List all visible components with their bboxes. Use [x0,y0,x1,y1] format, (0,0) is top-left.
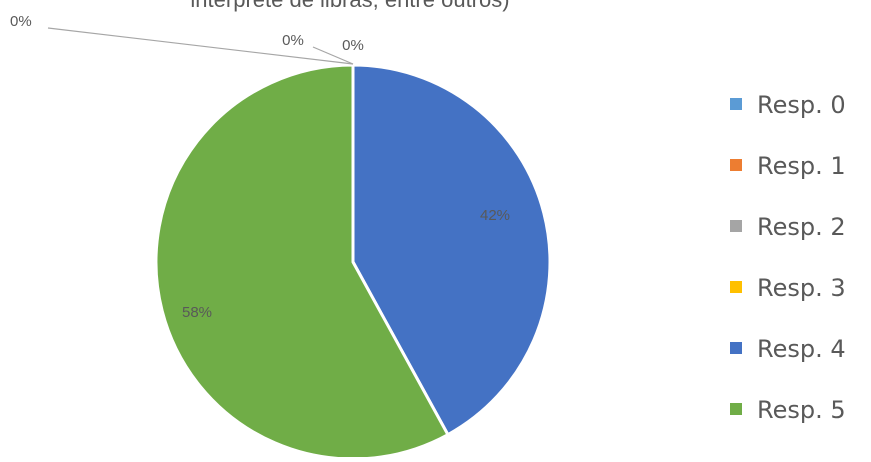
legend-swatch-4 [730,342,742,354]
legend-label-3: Resp. 3 [757,274,846,302]
legend-label-2: Resp. 2 [757,213,846,241]
legend-swatch-2 [730,220,742,232]
data-label-4: 42% [480,207,510,224]
data-label-0: 0% [10,13,32,30]
data-label-5: 58% [182,304,212,321]
legend-label-4: Resp. 4 [757,335,846,363]
legend-label-0: Resp. 0 [757,91,846,119]
chart-title: intérprete de libras, entre outros) [120,0,580,13]
leader-line-1 [312,46,354,65]
legend-label-5: Resp. 5 [757,396,846,424]
data-label-2: 0% [342,37,364,54]
legend-swatch-0 [730,98,742,110]
leader-line-0 [47,27,354,65]
pie-slice-4 [351,63,552,437]
legend-swatch-5 [730,403,742,415]
legend-label-1: Resp. 1 [757,152,846,180]
data-label-1: 0% [282,32,304,49]
legend-swatch-1 [730,159,742,171]
legend-swatch-3 [730,281,742,293]
